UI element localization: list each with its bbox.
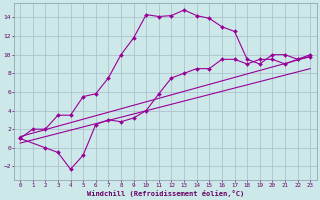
X-axis label: Windchill (Refroidissement éolien,°C): Windchill (Refroidissement éolien,°C) [86,190,244,197]
